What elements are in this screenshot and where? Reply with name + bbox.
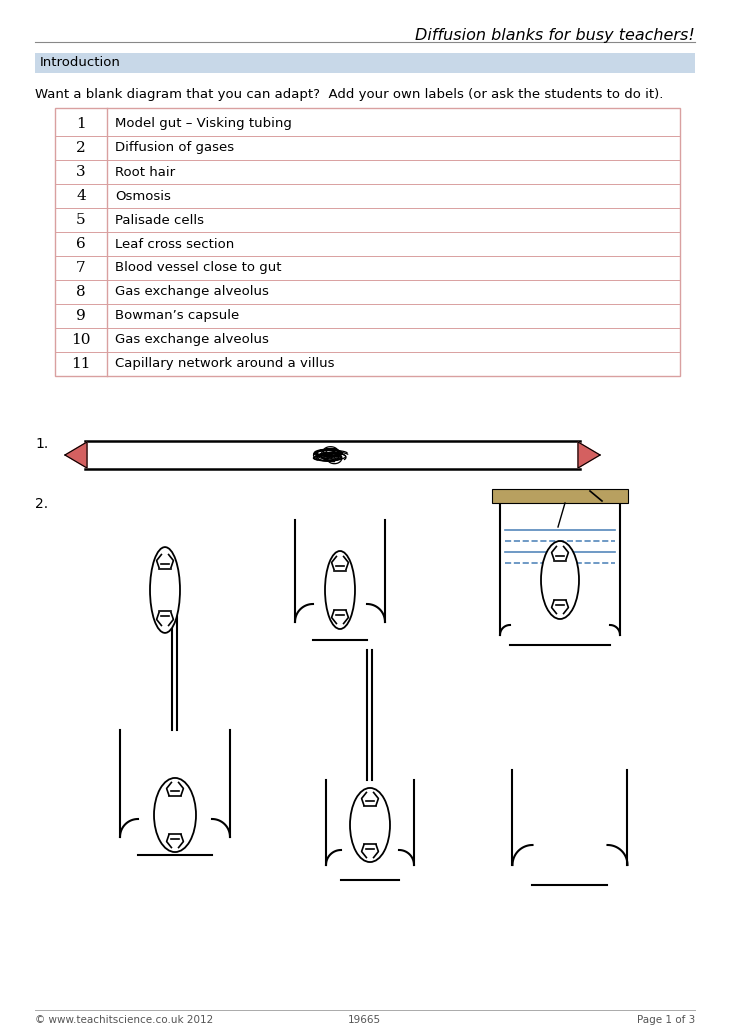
- Ellipse shape: [350, 788, 390, 862]
- Bar: [35, 53, 695, 73]
- Text: 5: 5: [77, 213, 86, 227]
- Text: Gas exchange alveolus: Gas exchange alveolus: [115, 333, 269, 347]
- Bar: [492, 489, 628, 503]
- Text: Palisade cells: Palisade cells: [115, 214, 204, 226]
- Ellipse shape: [541, 541, 579, 619]
- Text: Capillary network around a villus: Capillary network around a villus: [115, 357, 335, 370]
- Text: 1.: 1.: [35, 437, 48, 451]
- Text: Diffusion blanks for busy teachers!: Diffusion blanks for busy teachers!: [416, 28, 695, 43]
- Text: 10: 10: [71, 333, 90, 347]
- Text: Introduction: Introduction: [40, 57, 121, 69]
- Text: Gas exchange alveolus: Gas exchange alveolus: [115, 286, 269, 298]
- Text: 1: 1: [76, 117, 86, 131]
- Bar: [55, 108, 680, 376]
- Text: Root hair: Root hair: [115, 165, 175, 179]
- Text: Want a blank diagram that you can adapt?  Add your own labels (or ask the studen: Want a blank diagram that you can adapt?…: [35, 88, 663, 101]
- Text: Model gut – Visking tubing: Model gut – Visking tubing: [115, 118, 292, 130]
- Text: © www.teachitscience.co.uk 2012: © www.teachitscience.co.uk 2012: [35, 1015, 214, 1025]
- Text: 19665: 19665: [348, 1015, 381, 1025]
- Text: 2: 2: [76, 141, 86, 155]
- Text: 2.: 2.: [35, 497, 48, 511]
- Text: Blood vessel close to gut: Blood vessel close to gut: [115, 261, 281, 275]
- Text: 6: 6: [76, 237, 86, 251]
- Text: 7: 7: [77, 261, 86, 275]
- Ellipse shape: [150, 547, 180, 633]
- Polygon shape: [65, 442, 87, 467]
- Polygon shape: [578, 442, 600, 467]
- Ellipse shape: [154, 778, 196, 852]
- Text: 4: 4: [76, 189, 86, 203]
- Text: 8: 8: [77, 285, 86, 299]
- Text: Page 1 of 3: Page 1 of 3: [636, 1015, 695, 1025]
- Text: Osmosis: Osmosis: [115, 190, 171, 202]
- Text: Leaf cross section: Leaf cross section: [115, 237, 234, 251]
- Text: 11: 11: [71, 357, 90, 370]
- Text: Bowman’s capsule: Bowman’s capsule: [115, 310, 239, 322]
- Ellipse shape: [325, 551, 355, 628]
- Text: 3: 3: [77, 165, 86, 179]
- Text: 9: 9: [76, 309, 86, 323]
- Text: Diffusion of gases: Diffusion of gases: [115, 141, 234, 155]
